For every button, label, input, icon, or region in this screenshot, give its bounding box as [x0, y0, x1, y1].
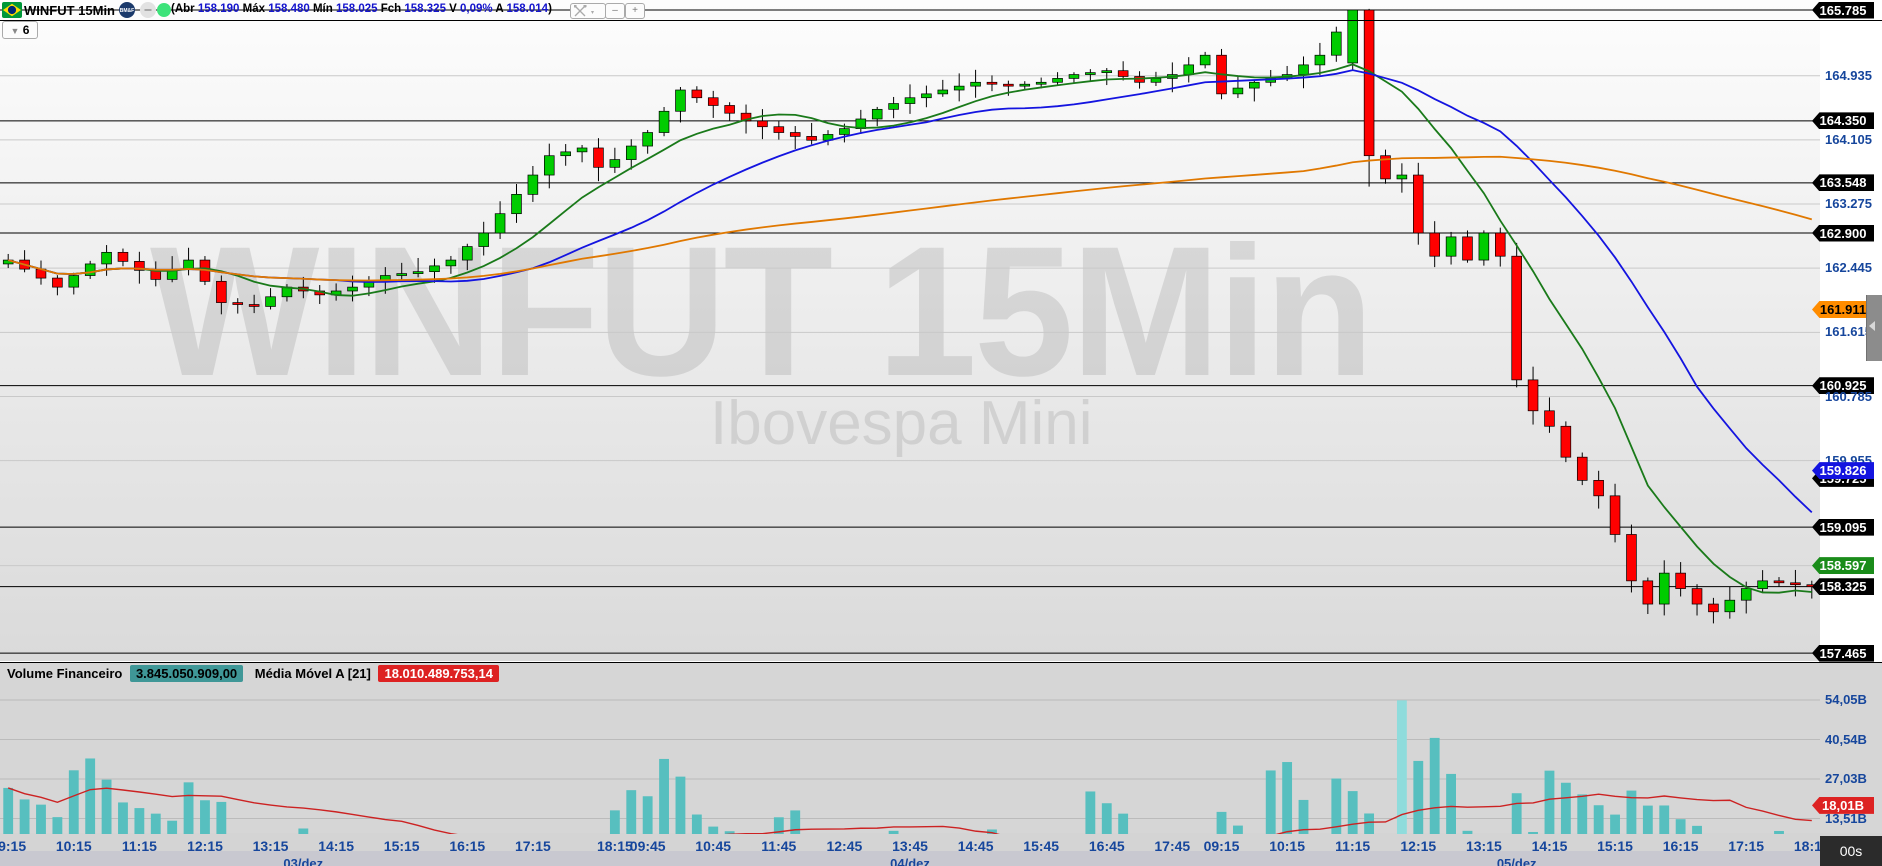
svg-text:BM&F: BM&F [120, 8, 134, 14]
